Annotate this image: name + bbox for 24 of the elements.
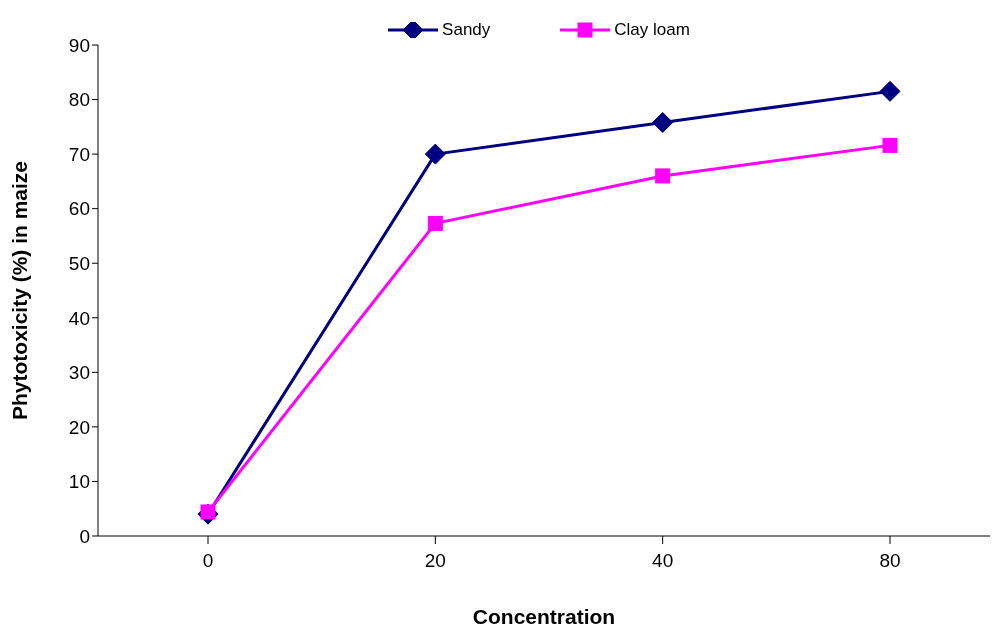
y-axis-title: Phytotoxicity (%) in maize [8, 160, 32, 421]
y-tick-label: 0 [79, 525, 90, 547]
x-tick-label: 0 [202, 550, 214, 572]
point [424, 143, 446, 165]
point [427, 215, 443, 231]
y-tick-label: 60 [68, 198, 90, 220]
y-tick-label: 10 [68, 471, 90, 493]
point [655, 168, 671, 184]
legend-label: Sandy [442, 20, 491, 40]
y-tick-label: 50 [68, 252, 90, 274]
x-tick-label: 40 [652, 550, 674, 572]
y-tick-label: 80 [68, 89, 90, 111]
x-tick-label: 20 [424, 550, 446, 572]
x-axis-title: Concentration [472, 605, 616, 628]
point [652, 111, 674, 133]
point [882, 137, 898, 153]
x-tick-label: 80 [879, 550, 901, 572]
point [879, 80, 901, 102]
y-tick-label: 70 [68, 143, 90, 165]
legend-label: Clay loam [614, 20, 690, 40]
y-tick-label: 20 [68, 416, 90, 438]
y-tick-label: 90 [68, 34, 90, 56]
y-tick-label: 40 [68, 307, 90, 329]
y-tick-label: 30 [68, 362, 90, 384]
